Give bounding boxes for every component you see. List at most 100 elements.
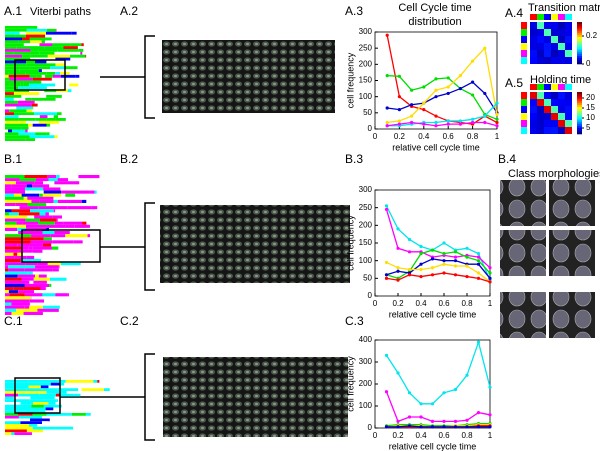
data-point [446, 119, 450, 123]
path-segment [46, 132, 50, 136]
path-segment [25, 129, 28, 133]
heat-cell [537, 113, 544, 120]
path-segment [68, 178, 80, 182]
data-point [397, 95, 401, 99]
path-segment [5, 26, 32, 29]
data-point [471, 80, 475, 84]
path-segment [46, 72, 56, 75]
path-segment [47, 115, 54, 118]
path-segment [78, 388, 82, 391]
series-line [386, 258, 491, 279]
path-segment [67, 206, 92, 210]
colorbar-cell [577, 131, 582, 135]
data-point [396, 425, 400, 429]
path-segment [20, 402, 33, 405]
path-segment [5, 240, 31, 244]
path-segment [5, 46, 10, 49]
colorbar-cell [577, 36, 582, 40]
path-segment [38, 274, 47, 278]
data-point [476, 255, 481, 259]
series-line [386, 35, 498, 125]
data-point [442, 271, 446, 275]
path-segment [26, 120, 39, 124]
data-point [476, 425, 481, 429]
path-segment [5, 215, 28, 219]
path-segment [30, 66, 51, 70]
path-segment [43, 237, 52, 241]
path-segment [5, 123, 29, 127]
data-point [384, 276, 389, 280]
path-segment [18, 249, 33, 253]
y-tick-label: 250 [359, 43, 373, 52]
colorbar-cell [577, 119, 582, 122]
bracket [100, 202, 155, 291]
path-segment [9, 293, 25, 297]
colorbar-cell [577, 57, 582, 61]
y-axis-label: cell frequency [345, 215, 355, 271]
class-swatch [521, 36, 527, 43]
path-segment [18, 231, 43, 235]
path-segment [26, 237, 44, 241]
panel-label: C.1 [4, 314, 23, 328]
path-segment [46, 123, 51, 127]
path-segment [55, 293, 68, 297]
path-segment [5, 86, 19, 90]
y-tick-label: 200 [359, 220, 373, 229]
path-segment [32, 184, 47, 188]
panel-label: A.4 [505, 6, 523, 20]
path-segment [57, 49, 79, 52]
heat-cell [558, 50, 565, 57]
heat-cell [551, 106, 558, 113]
path-segment [70, 54, 86, 58]
path-segment [5, 138, 26, 141]
path-segment [46, 413, 68, 416]
path-segment [33, 49, 39, 52]
path-segment [26, 429, 44, 433]
path-segment [32, 246, 52, 250]
path-segment [25, 218, 41, 222]
path-segment [18, 212, 40, 216]
path-segment [18, 86, 34, 90]
heat-cell [558, 92, 565, 99]
path-segment [28, 380, 50, 383]
path-segment [54, 396, 57, 400]
path-segment [5, 290, 9, 294]
data-point [430, 248, 435, 252]
path-segment [5, 57, 31, 61]
colorbar-cell [577, 24, 582, 27]
path-segment [54, 181, 74, 185]
path-segment [44, 46, 64, 49]
path-segment [9, 109, 27, 113]
data-point [442, 241, 446, 245]
path-segment [5, 277, 22, 281]
path-segment [46, 203, 59, 207]
x-tick-label: 0.4 [418, 132, 430, 141]
heat-cell [530, 120, 537, 127]
path-segment [5, 396, 10, 400]
path-segment [37, 262, 48, 266]
path-segment [13, 396, 31, 400]
path-segment [29, 399, 57, 402]
path-segment [18, 132, 27, 136]
path-segment [81, 199, 87, 203]
path-segment [49, 283, 52, 287]
data-point [422, 108, 426, 112]
path-segment [38, 49, 58, 52]
path-segment [5, 224, 26, 228]
path-segment [25, 72, 47, 75]
class-swatch [521, 127, 527, 134]
path-segment [43, 181, 55, 185]
data-point [397, 122, 401, 126]
data-point [434, 124, 438, 128]
path-segment [60, 74, 76, 78]
path-segment [5, 178, 20, 182]
heat-cell [551, 113, 558, 120]
caption: Class morphologies [508, 168, 600, 180]
path-segment [5, 311, 12, 315]
heat-cell [544, 127, 551, 134]
path-segment [35, 178, 49, 182]
data-point [384, 390, 389, 394]
path-segment [37, 308, 58, 312]
path-segment [5, 115, 19, 118]
path-segment [5, 184, 12, 188]
